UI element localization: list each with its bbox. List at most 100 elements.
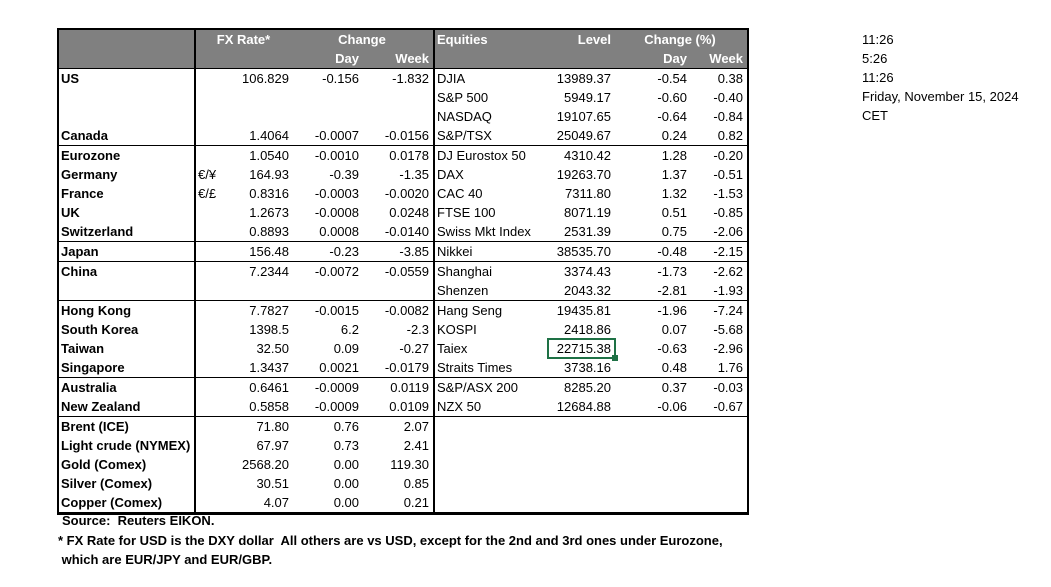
cell-fx-rate[interactable]: 0.8316 <box>249 186 289 201</box>
cell-currency-pair[interactable] <box>195 261 233 281</box>
cell-currency-pair[interactable] <box>195 455 233 474</box>
cell-fx-change-week[interactable]: -3.85 <box>363 241 436 262</box>
cell-equity-change-week[interactable] <box>691 455 748 474</box>
cell-fx-change-week[interactable] <box>363 281 436 301</box>
cell-fx-rate[interactable] <box>233 107 293 126</box>
cell-equity-name[interactable]: Swiss Mkt Index <box>437 224 531 239</box>
header-corner-cell[interactable] <box>58 29 196 49</box>
cell-fx-change-week[interactable] <box>363 88 436 107</box>
cell-country[interactable]: Light crude (NYMEX) <box>58 436 196 455</box>
cell-equity-name[interactable] <box>434 474 548 493</box>
cell-fx-rate[interactable]: 1.3437 <box>249 360 289 375</box>
cell-equity-level[interactable]: 2418.86 <box>564 322 612 337</box>
cell-country[interactable]: Gold (Comex) <box>58 455 196 474</box>
cell-fx-change-week[interactable]: -0.27 <box>363 339 436 358</box>
cell-equity-level[interactable]: 12684.88 <box>556 399 612 414</box>
cell-equity-change-week[interactable]: 0.82 <box>717 128 744 143</box>
cell-equity-change-week[interactable]: -0.40 <box>713 90 744 105</box>
cell-equity-change-day[interactable]: -1.73 <box>615 261 692 281</box>
cell-equity-level[interactable]: 25049.67 <box>556 128 612 143</box>
cell-fx-change-day[interactable]: -0.0007 <box>314 128 359 143</box>
cell-equity-level[interactable]: 7311.80 <box>564 186 612 201</box>
cell-equity-level[interactable]: 19435.81 <box>548 300 616 320</box>
cell-equity-name[interactable] <box>434 416 549 436</box>
cell-fx-change-day[interactable]: 0.0008 <box>319 224 359 239</box>
cell-fx-rate[interactable]: 0.8893 <box>249 224 289 239</box>
cell-equity-name[interactable] <box>434 436 548 455</box>
cell-equity-change-week[interactable]: -1.93 <box>713 283 744 298</box>
cell-fx-change-week[interactable]: -0.0559 <box>363 261 436 281</box>
cell-currency-pair[interactable] <box>195 397 233 417</box>
cell-fx-change-day[interactable]: -0.0009 <box>314 399 359 414</box>
cell-country[interactable]: China <box>58 261 196 281</box>
header-eq-day[interactable]: Day <box>615 49 692 69</box>
cell-equity-name[interactable]: NASDAQ <box>437 109 492 124</box>
cell-equity-change-week[interactable]: 1.76 <box>717 360 744 375</box>
cell-equity-change-day[interactable]: -0.63 <box>657 341 688 356</box>
cell-fx-change-day[interactable]: 0.09 <box>333 341 359 356</box>
cell-equity-name[interactable]: Shanghai <box>434 261 549 281</box>
cell-equity-change-week[interactable] <box>691 474 748 493</box>
cell-equity-level[interactable]: 2531.39 <box>564 224 612 239</box>
cell-fx-change-day[interactable]: -0.0003 <box>314 186 359 201</box>
cell-equity-level[interactable]: 4310.42 <box>548 145 616 165</box>
header-change-pct[interactable]: Change (%) <box>615 29 749 49</box>
header-empty-cell[interactable] <box>233 49 293 69</box>
cell-equity-change-day[interactable]: -0.06 <box>657 399 688 414</box>
cell-country[interactable]: France <box>58 184 196 203</box>
cell-equity-change-day[interactable]: 0.51 <box>661 205 688 220</box>
header-equities[interactable]: Equities <box>434 29 549 49</box>
cell-country[interactable]: Hong Kong <box>58 300 196 320</box>
cell-currency-pair[interactable] <box>195 436 233 455</box>
cell-country[interactable]: New Zealand <box>58 397 196 417</box>
cell-currency-pair[interactable] <box>195 126 233 146</box>
cell-fx-change-day[interactable]: 0.00 <box>333 457 359 472</box>
cell-equity-change-day[interactable]: -0.48 <box>615 241 692 262</box>
header-empty-cell[interactable] <box>195 49 233 69</box>
cell-country[interactable]: Eurozone <box>58 145 196 165</box>
header-level[interactable]: Level <box>548 29 616 49</box>
cell-equity-change-week[interactable]: -2.96 <box>713 341 744 356</box>
cell-fx-change-week[interactable]: 119.30 <box>363 455 436 474</box>
cell-equity-name[interactable]: NZX 50 <box>437 399 482 414</box>
cell-equity-level[interactable]: 3738.16 <box>564 360 612 375</box>
cell-fx-change-week[interactable]: -0.0179 <box>363 358 436 378</box>
cell-fx-rate[interactable]: 7.7827 <box>233 300 293 320</box>
cell-fx-change-week[interactable]: -0.0140 <box>363 222 436 242</box>
cell-fx-change-week[interactable]: 2.07 <box>363 416 436 436</box>
cell-equity-change-day[interactable]: 1.32 <box>661 186 688 201</box>
cell-equity-change-week[interactable]: -0.51 <box>713 167 744 182</box>
cell-fx-rate[interactable]: 1.0540 <box>233 145 293 165</box>
cell-equity-change-week[interactable]: -0.85 <box>713 205 744 220</box>
cell-fx-rate[interactable] <box>233 281 293 301</box>
cell-fx-change-week[interactable] <box>363 107 436 126</box>
cell-equity-change-week[interactable]: -2.15 <box>691 241 749 262</box>
cell-country[interactable] <box>58 107 196 126</box>
cell-fx-change-day[interactable] <box>293 88 363 107</box>
cell-equity-name[interactable]: DJ Eurostox 50 <box>434 145 549 165</box>
cell-equity-change-week[interactable]: -0.03 <box>691 377 749 397</box>
cell-fx-rate[interactable]: 106.829 <box>242 71 289 86</box>
cell-fx-rate[interactable]: 30.51 <box>256 476 289 491</box>
cell-equity-change-day[interactable]: -0.60 <box>657 90 688 105</box>
cell-equity-level[interactable]: 8285.20 <box>548 377 616 397</box>
cell-equity-change-week[interactable]: -7.24 <box>691 300 749 320</box>
cell-fx-change-week[interactable]: 0.0248 <box>363 203 436 222</box>
cell-equity-change-day[interactable]: 1.28 <box>615 145 692 165</box>
cell-fx-rate[interactable]: 164.93 <box>249 167 289 182</box>
cell-fx-change-day[interactable]: 0.76 <box>293 416 363 436</box>
cell-currency-pair[interactable] <box>195 300 233 320</box>
cell-equity-name[interactable]: CAC 40 <box>437 186 483 201</box>
cell-currency-pair[interactable] <box>195 203 233 222</box>
cell-country[interactable]: UK <box>58 203 196 222</box>
header-empty-cell[interactable] <box>58 49 196 69</box>
cell-fx-change-week[interactable]: 0.85 <box>363 474 436 493</box>
cell-fx-change-week[interactable]: -0.0082 <box>363 300 436 320</box>
cell-fx-rate[interactable]: 67.97 <box>256 438 289 453</box>
cell-equity-change-week[interactable]: -1.53 <box>713 186 744 201</box>
cell-currency-pair[interactable] <box>195 416 233 436</box>
cell-country[interactable]: Silver (Comex) <box>58 474 196 493</box>
cell-fx-change-day[interactable]: 0.00 <box>333 495 359 510</box>
cell-fx-change-week[interactable]: 0.0119 <box>363 377 436 397</box>
header-fx-week[interactable]: Week <box>363 49 436 69</box>
